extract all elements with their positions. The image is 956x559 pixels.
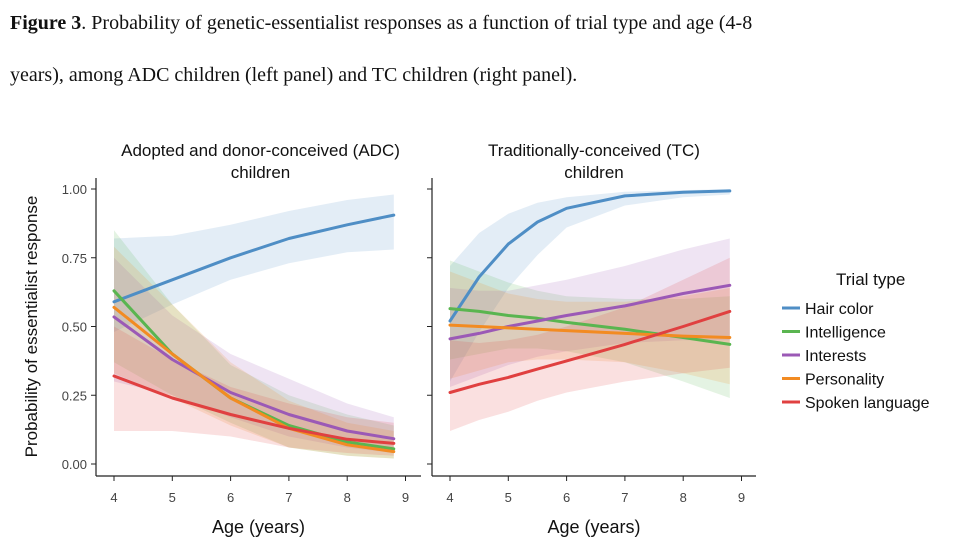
legend-item-personality: Personality xyxy=(782,372,884,389)
ribbon-intelligence xyxy=(450,260,730,398)
series-line-interests xyxy=(448,283,732,341)
legend-item-intelligence: Intelligence xyxy=(782,325,886,342)
caption-line-1: Figure 3. Probability of genetic-essenti… xyxy=(10,12,752,34)
x-axis-label: Age (years) xyxy=(212,517,305,537)
ribbon-intelligence xyxy=(114,230,394,459)
x-tick-label: 7 xyxy=(621,490,628,505)
caption-line-2: years), among ADC children (left panel) … xyxy=(10,64,578,86)
x-tick-label: 4 xyxy=(446,490,453,505)
y-tick-label: 0.00 xyxy=(62,457,87,472)
legend-label: Hair color xyxy=(805,301,874,318)
y-axis-label: Probability of essentialist response xyxy=(22,196,41,458)
series-line-spoken-language xyxy=(112,374,396,445)
legend-title: Trial type xyxy=(836,270,905,289)
ribbon-hair-color xyxy=(450,189,730,382)
x-tick-label: 8 xyxy=(680,490,687,505)
series-line-personality xyxy=(448,323,732,339)
series-line-interests xyxy=(112,315,396,441)
panel-title-line: Traditionally-conceived (TC) xyxy=(488,141,700,160)
y-tick-label: 0.50 xyxy=(62,320,87,335)
caption-label: Figure 3 xyxy=(10,12,82,34)
legend-label: Personality xyxy=(805,372,884,389)
x-tick-label: 9 xyxy=(738,490,745,505)
ribbon-spoken-language xyxy=(450,257,730,431)
series-line-hair-color xyxy=(448,189,732,323)
x-tick-label: 6 xyxy=(227,490,234,505)
x-tick-label: 4 xyxy=(110,490,117,505)
y-tick-label: 0.25 xyxy=(62,388,87,403)
series-line-spoken-language xyxy=(448,309,732,394)
ribbon-interests xyxy=(114,257,394,453)
x-tick-label: 8 xyxy=(344,490,351,505)
legend-item-hair-color: Hair color xyxy=(782,301,874,318)
legend-label: Spoken language xyxy=(805,395,930,412)
legend-label: Interests xyxy=(805,348,866,365)
x-tick-label: 5 xyxy=(505,490,512,505)
x-tick-label: 7 xyxy=(285,490,292,505)
panel-title-line: children xyxy=(564,163,624,182)
x-axis-label: Age (years) xyxy=(547,517,640,537)
x-tick-label: 6 xyxy=(563,490,570,505)
y-tick-label: 0.75 xyxy=(62,251,87,266)
legend-item-interests: Interests xyxy=(782,348,866,365)
legend: Trial type Hair color Intelligence Interest… xyxy=(782,270,930,412)
x-tick-label: 9 xyxy=(402,490,409,505)
chart-panel-2: 4 5 6 7 8 9 Traditionally-conceived (TC) childr… xyxy=(427,141,756,537)
panel-title-line: children xyxy=(231,163,291,182)
legend-label: Intelligence xyxy=(805,325,886,342)
x-tick-label: 5 xyxy=(169,490,176,505)
panel-title-line: Adopted and donor-conceived (ADC) xyxy=(121,141,400,160)
caption-text-1: . Probability of genetic-essentialist re… xyxy=(81,12,753,34)
chart-panel-1: 4 5 6 7 8 9 0.00 0.25 0.50 0.75 1.00 Adopted and do… xyxy=(22,141,421,537)
series-line-personality xyxy=(112,305,396,454)
y-tick-label: 1.00 xyxy=(62,182,87,197)
legend-item-spoken-language: Spoken language xyxy=(782,395,930,412)
series-line-hair-color xyxy=(112,213,396,304)
